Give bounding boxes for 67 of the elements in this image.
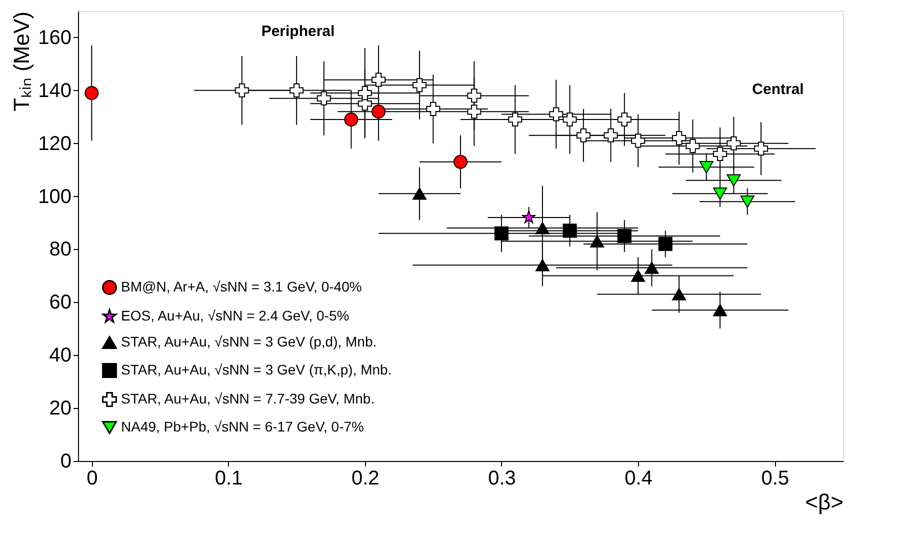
x-tick-label: 0.3 (488, 468, 516, 490)
y-tick-label: 140 (38, 80, 72, 102)
legend-label: STAR, Au+Au, √sNN = 3 GeV (π,K,p), Mnb. (121, 362, 392, 378)
y-tick-label: 40 (49, 344, 72, 367)
point (549, 107, 564, 122)
y-tick-label: 80 (49, 238, 72, 261)
point (562, 112, 577, 127)
x-axis-title: <β> (805, 490, 844, 514)
point (562, 224, 577, 238)
annotation: Central (752, 81, 804, 98)
point (576, 128, 590, 142)
point (535, 222, 550, 234)
x-tick-label: 0.1 (214, 468, 243, 490)
point (754, 142, 768, 156)
legend-label: EOS, Au+Au, √sNN = 2.4 GeV, 0-5% (121, 308, 350, 324)
point (535, 258, 550, 272)
point (522, 210, 536, 224)
annotation: Peripheral (261, 23, 335, 40)
y-tick-label: 160 (38, 26, 72, 49)
point (726, 174, 741, 187)
y-tick-label: 60 (49, 292, 72, 314)
point (84, 86, 99, 100)
point (658, 236, 672, 251)
point (316, 91, 331, 106)
y-tick-label: 20 (49, 398, 72, 420)
point (412, 78, 427, 92)
x-tick-label: 0.4 (624, 468, 652, 490)
point (631, 270, 646, 282)
point (617, 112, 632, 127)
legend-label: NA49, Pb+Pb, √sNN = 6-17 GeV, 0-7% (121, 418, 364, 434)
point (740, 195, 754, 208)
point (713, 188, 728, 200)
point (631, 134, 646, 148)
y-tick-label: 120 (38, 132, 72, 155)
point (726, 136, 741, 150)
point (644, 262, 659, 274)
point (494, 226, 508, 240)
legend-label: STAR, Au+Au, √sNN = 7.7-39 GeV, Mnb. (121, 390, 375, 406)
point (604, 128, 618, 142)
legend-label: BM@N, Ar+A, √sNN = 3.1 GeV, 0-40% (121, 278, 362, 294)
point (672, 131, 686, 146)
x-tick-label: 0.2 (351, 468, 380, 490)
legend-label: STAR, Au+Au, √sNN = 3 GeV (p,d), Mnb. (121, 334, 377, 350)
point (372, 104, 386, 119)
x-tick-label: 0 (86, 468, 98, 490)
point (508, 112, 522, 127)
y-axis-title: Tₖᵢₙ (MeV) (9, 12, 34, 112)
point (713, 304, 728, 316)
point (467, 104, 482, 119)
point (412, 188, 427, 200)
point (290, 83, 304, 98)
point (372, 72, 386, 87)
point (672, 288, 686, 300)
point (426, 102, 440, 116)
point (686, 138, 700, 154)
point (453, 154, 468, 169)
point (344, 112, 358, 127)
point (590, 235, 604, 248)
point (617, 228, 632, 244)
point (699, 161, 714, 174)
point (467, 88, 482, 103)
y-tick-label: 100 (38, 186, 72, 208)
y-tick-label: 0 (60, 450, 72, 472)
point (713, 146, 728, 161)
point (234, 83, 249, 98)
point (358, 86, 372, 100)
x-tick-label: 0.5 (761, 468, 790, 490)
